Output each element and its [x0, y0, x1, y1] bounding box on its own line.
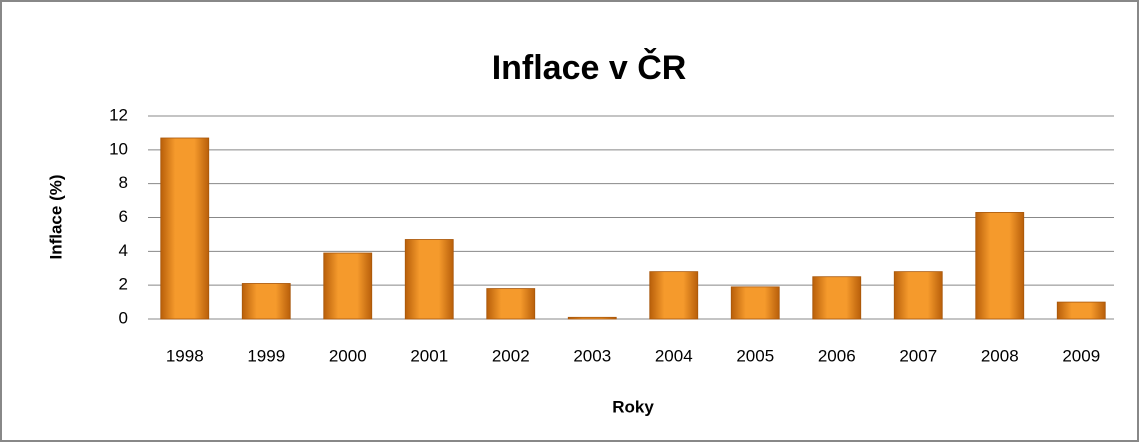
x-tick-label: 2006 [818, 346, 856, 365]
bar [323, 252, 373, 320]
x-axis-label: Roky [612, 397, 654, 416]
y-tick-label: 8 [119, 173, 128, 192]
y-tick-label: 0 [119, 308, 128, 327]
y-tick-label: 2 [119, 275, 128, 294]
bar [404, 239, 454, 320]
bar [567, 316, 617, 320]
x-tick-label: 1999 [247, 346, 285, 365]
x-tick-label: 2008 [981, 346, 1019, 365]
x-tick-label: 2007 [899, 346, 937, 365]
x-tick-label: 2001 [410, 346, 448, 365]
x-tick-label: 1998 [166, 346, 204, 365]
bar [893, 271, 943, 320]
bar [730, 286, 780, 320]
bar [649, 271, 699, 320]
x-tick-label: 2000 [329, 346, 367, 365]
bar [1056, 301, 1106, 320]
y-tick-label: 4 [119, 241, 128, 260]
bar [812, 276, 862, 320]
bar [975, 212, 1025, 320]
bar [160, 137, 210, 320]
chart-title: Inflace v ČR [492, 48, 687, 87]
y-tick-label: 10 [109, 139, 128, 158]
bar [241, 283, 291, 320]
y-tick-label: 12 [109, 105, 128, 124]
x-tick-label: 2003 [573, 346, 611, 365]
bar [486, 288, 536, 320]
x-tick-label: 2002 [492, 346, 530, 365]
y-tick-label: 6 [119, 207, 128, 226]
x-tick-label: 2004 [655, 346, 693, 365]
y-axis-label: Inflace (%) [46, 174, 65, 259]
x-tick-label: 2009 [1062, 346, 1100, 365]
x-tick-label: 2005 [736, 346, 774, 365]
